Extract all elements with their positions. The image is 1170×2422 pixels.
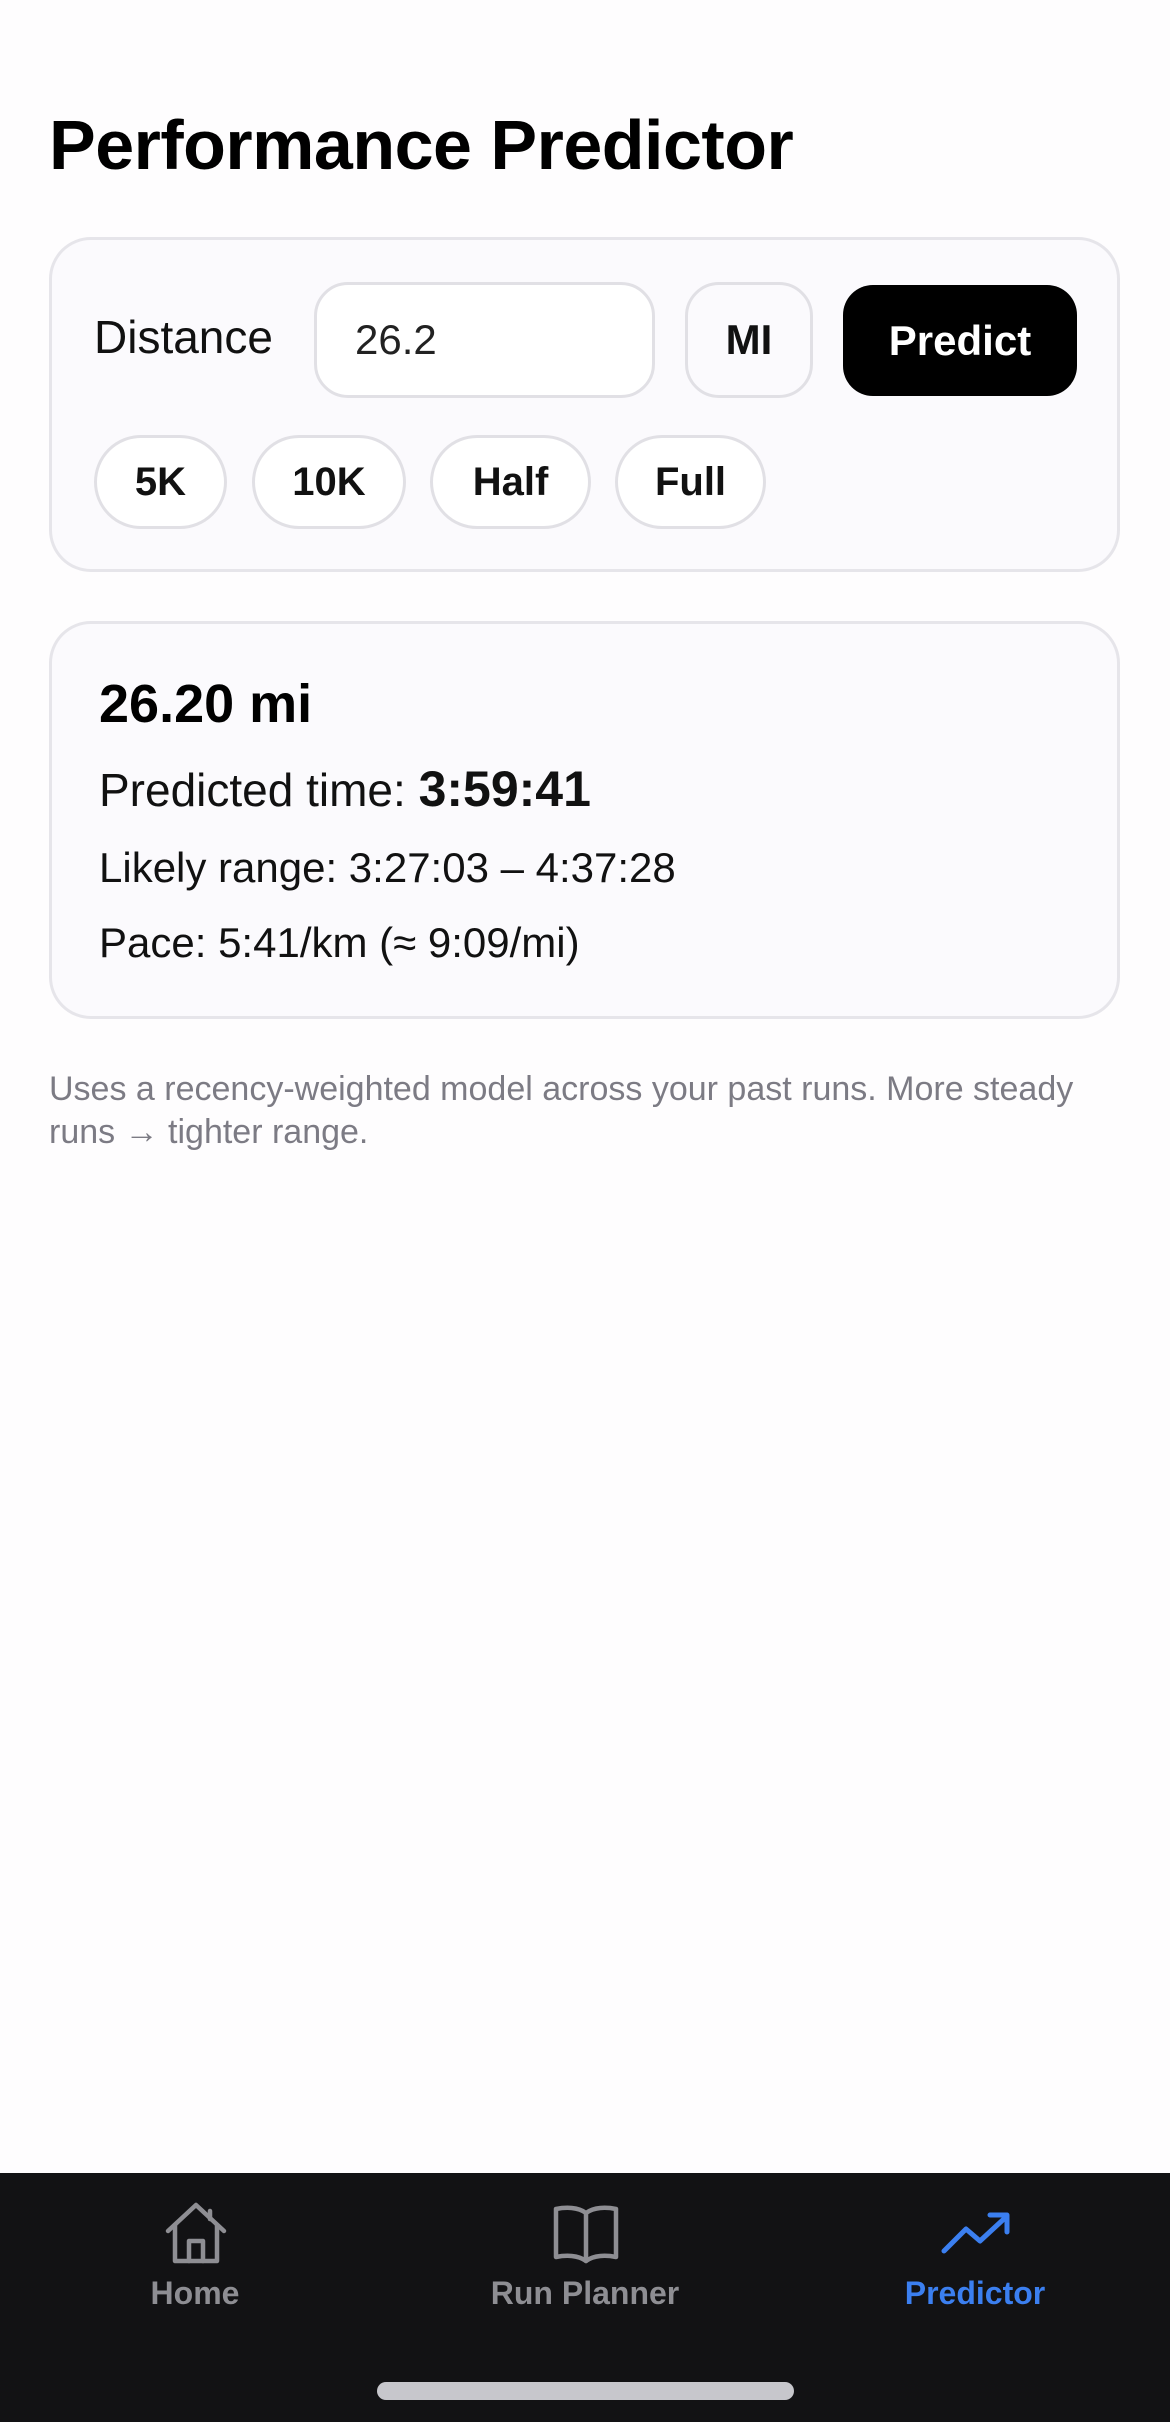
preset-half-chip[interactable]: Half <box>430 435 591 529</box>
trend-up-icon <box>941 2212 1010 2254</box>
model-footnote: Uses a recency-weighted model across you… <box>49 1070 1074 1151</box>
preset-10k-chip[interactable]: 10K <box>252 435 406 529</box>
preset-full-chip[interactable]: Full <box>615 435 766 529</box>
house-icon <box>165 2202 227 2264</box>
distance-label: Distance <box>94 311 273 363</box>
predicted-time-value: 3:59:41 <box>418 761 591 817</box>
likely-range: Likely range: 3:27:03 – 4:37:28 <box>99 844 676 891</box>
preset-5k-chip[interactable]: 5K <box>94 435 227 529</box>
home-indicator[interactable] <box>377 2382 794 2400</box>
result-distance: 26.20 mi <box>99 674 313 734</box>
page-title: Performance Predictor <box>49 106 794 184</box>
tab-run-planner[interactable]: Run Planner <box>390 2173 780 2323</box>
distance-input[interactable]: 26.2 <box>314 282 655 398</box>
predicted-time-label: Predicted time: <box>99 764 419 816</box>
tab-predictor[interactable]: Predictor <box>780 2173 1170 2323</box>
predicted-time: Predicted time: 3:59:41 <box>99 754 591 825</box>
prediction-result-card <box>49 621 1120 1019</box>
tab-predictor-label: Predictor <box>904 2275 1046 2311</box>
tab-run-planner-label: Run Planner <box>490 2275 680 2311</box>
predict-button[interactable]: Predict <box>843 285 1077 396</box>
pace: Pace: 5:41/km (≈ 9:09/mi) <box>99 919 580 966</box>
book-icon <box>553 2205 619 2264</box>
unit-toggle-button[interactable]: MI <box>685 282 813 398</box>
tab-bar: Home Run Planner Predictor <box>0 2173 1170 2422</box>
tab-home[interactable]: Home <box>0 2173 390 2323</box>
tab-home-label: Home <box>150 2275 240 2311</box>
